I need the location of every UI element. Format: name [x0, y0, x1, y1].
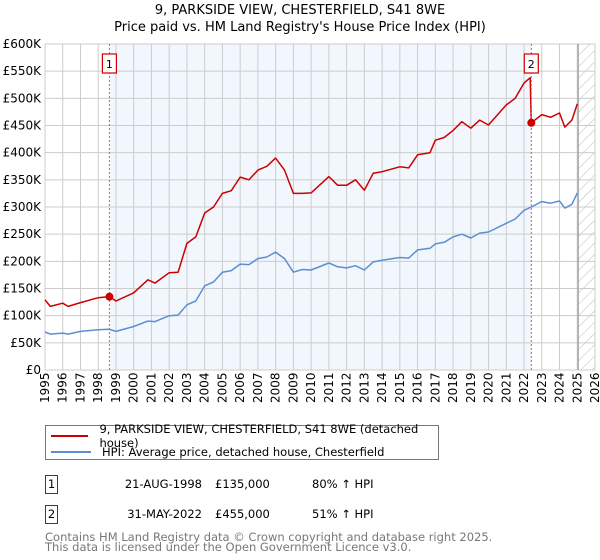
x-tick-label: 2003 [180, 372, 194, 403]
x-tick-label: 1997 [73, 372, 87, 403]
y-tick-label: £450K [3, 119, 43, 133]
legend-item-property: 9, PARKSIDE VIEW, CHESTERFIELD, S41 8WE … [51, 422, 438, 450]
x-tick-label: 2026 [588, 372, 600, 403]
sale-price: £455,000 [215, 507, 270, 521]
x-tick-label: 2020 [482, 372, 496, 403]
x-tick-label: 2014 [375, 372, 389, 403]
x-tick-label: 1996 [56, 372, 70, 403]
y-tick-label: £550K [3, 64, 43, 78]
x-tick-label: 2021 [499, 372, 513, 403]
sale-label: 1 [106, 58, 113, 71]
x-tick-label: 1999 [109, 372, 123, 403]
y-tick-label: £250K [3, 227, 43, 241]
sale-number-badge: 1 [45, 475, 58, 494]
series-line [44, 192, 578, 335]
y-tick-label: £600K [3, 37, 43, 51]
x-tick-label: 2009 [286, 372, 300, 403]
y-tick-label: £0 [26, 363, 41, 377]
y-tick-label: £100K [3, 309, 43, 323]
x-tick-label: 2000 [127, 372, 141, 403]
legend-swatch-red [51, 435, 89, 437]
x-tick-label: 2010 [304, 372, 318, 403]
sale-number-badge: 2 [45, 505, 58, 524]
x-tick-label: 2007 [251, 372, 265, 403]
x-tick-label: 1998 [91, 372, 105, 403]
x-tick-label: 2025 [570, 372, 584, 403]
y-tick-label: £300K [3, 200, 43, 214]
x-tick-label: 2013 [357, 372, 371, 403]
x-tick-label: 2018 [446, 372, 460, 403]
chart-subtitle: Price paid vs. HM Land Registry's House … [114, 20, 486, 35]
y-tick-label: £350K [3, 173, 43, 187]
sale-label-box [101, 53, 118, 74]
sale-hpi-change: 80% ↑ HPI [312, 477, 374, 491]
sale-row: 2 31-MAY-2022 £455,000 51% ↑ HPI [45, 505, 445, 527]
x-tick-label: 2017 [428, 372, 442, 403]
sale-price: £135,000 [215, 477, 270, 491]
x-tick-label: 2008 [269, 372, 283, 403]
sale-label-box [523, 53, 539, 74]
y-tick-label: £500K [3, 91, 43, 105]
legend-label-property: 9, PARKSIDE VIEW, CHESTERFIELD, S41 8WE … [99, 422, 419, 450]
x-tick-label: 2019 [464, 372, 478, 403]
series-line [44, 76, 579, 308]
y-tick-label: £150K [3, 282, 43, 296]
sale-date: 21-AUG-1998 [124, 477, 202, 491]
sale-hpi-change: 51% ↑ HPI [312, 507, 374, 521]
x-tick-label: 2015 [393, 372, 407, 403]
x-tick-label: 2023 [535, 372, 549, 403]
sale-point [527, 118, 536, 127]
x-tick-label: 2024 [553, 372, 567, 403]
x-tick-label: 2012 [340, 372, 354, 403]
y-tick-label: £50K [10, 336, 42, 350]
x-tick-label: 2004 [198, 372, 212, 403]
legend-swatch-blue [51, 451, 91, 453]
footer-copyright: Contains HM Land Registry data © Crown c… [45, 530, 493, 544]
sale-label: 2 [528, 58, 535, 71]
x-tick-label: 2006 [233, 372, 247, 403]
sale-date: 31-MAY-2022 [127, 507, 202, 521]
y-tick-label: £400K [3, 146, 43, 160]
legend: 9, PARKSIDE VIEW, CHESTERFIELD, S41 8WE … [45, 422, 439, 460]
x-tick-label: 2005 [215, 372, 229, 403]
price-chart: 1995 1996 1997 1998 1999 2000 2001 2002 2003 2004… [3, 37, 600, 403]
x-tick-label: 1995 [38, 372, 52, 403]
x-tick-label: 2002 [162, 372, 176, 403]
x-tick-label: 2022 [517, 372, 531, 403]
sale-point [105, 292, 114, 301]
legend-item-hpi: HPI: Average price, detached house, Ches… [51, 444, 384, 460]
legend-label-hpi: HPI: Average price, detached house, Ches… [102, 445, 385, 459]
x-tick-label: 2001 [144, 372, 158, 403]
sale-row: 1 21-AUG-1998 £135,000 80% ↑ HPI [45, 475, 445, 497]
y-tick-label: £200K [3, 254, 43, 268]
footer-licence: This data is licensed under the Open Gov… [45, 540, 412, 554]
x-tick-label: 2016 [411, 372, 425, 403]
chart-title: 9, PARKSIDE VIEW, CHESTERFIELD, S41 8WE [154, 3, 446, 18]
x-tick-label: 2011 [322, 372, 336, 403]
